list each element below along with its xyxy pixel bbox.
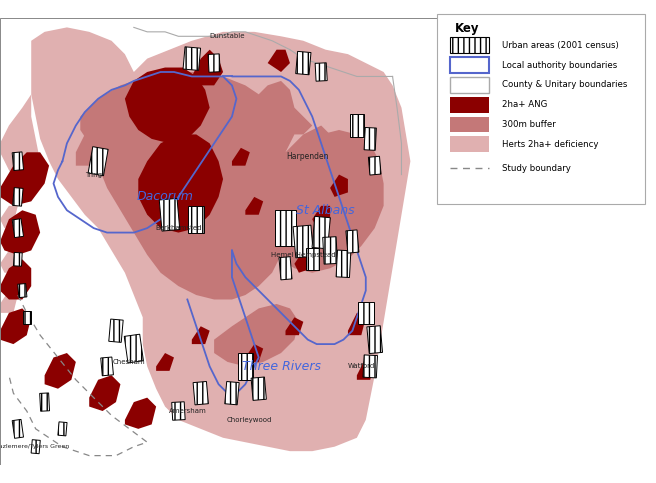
Bar [369,156,381,175]
Bar [101,357,113,376]
Polygon shape [245,344,263,362]
Bar [251,377,266,400]
Bar [450,77,489,93]
Polygon shape [45,353,76,389]
Polygon shape [138,134,223,233]
Bar [193,382,209,405]
Bar [12,419,24,438]
Bar [23,311,31,324]
Text: Three Rivers: Three Rivers [241,360,321,373]
Bar [31,440,40,454]
Polygon shape [192,326,210,344]
Bar [306,248,319,270]
Text: Watford: Watford [348,363,375,369]
Polygon shape [357,357,375,380]
Bar [350,114,363,137]
Polygon shape [89,375,121,411]
Polygon shape [268,130,384,273]
Text: Chorleywood: Chorleywood [227,417,272,423]
Bar [296,51,311,75]
Bar [237,353,253,380]
Bar [58,422,67,436]
Polygon shape [0,250,18,273]
Polygon shape [245,197,263,215]
Text: Hazlemere/Tylers Green: Hazlemere/Tylers Green [0,444,69,449]
Polygon shape [268,50,290,72]
Polygon shape [31,28,411,451]
Bar [367,326,382,354]
Polygon shape [125,68,210,143]
Bar [208,54,220,72]
Bar [12,219,24,238]
Text: Berkhamsted: Berkhamsted [155,225,201,231]
Text: 300m buffer: 300m buffer [502,120,556,129]
Bar [364,128,377,150]
Text: Local authority boundaries: Local authority boundaries [502,60,617,70]
Text: Dunstable: Dunstable [210,33,245,39]
Bar [225,382,239,405]
Bar [88,147,108,176]
Bar [18,284,27,298]
Bar [363,355,377,378]
Text: Herts 2ha+ deficiency: Herts 2ha+ deficiency [502,140,599,149]
Polygon shape [0,94,40,184]
Polygon shape [0,206,18,228]
Text: County & Unitary boundaries: County & Unitary boundaries [502,80,628,89]
Bar [172,402,185,420]
Polygon shape [285,317,303,335]
Polygon shape [156,353,174,371]
Bar [336,250,351,278]
Polygon shape [258,81,312,134]
Polygon shape [214,304,299,367]
Bar [14,253,22,266]
Bar [450,116,489,132]
Text: Key: Key [455,22,479,35]
Bar [188,206,204,233]
Bar [12,187,23,206]
Text: Dacorum: Dacorum [136,190,194,203]
Polygon shape [0,259,31,299]
Polygon shape [76,126,107,166]
FancyBboxPatch shape [438,14,645,204]
Bar [124,334,144,363]
Bar [358,302,374,324]
Bar [183,47,201,71]
Bar [276,210,296,246]
Polygon shape [125,398,156,429]
Polygon shape [232,148,250,166]
Polygon shape [0,210,40,255]
Bar [109,319,123,342]
Text: Study boundary: Study boundary [502,164,571,172]
Polygon shape [0,152,49,206]
Text: Harpenden: Harpenden [287,152,329,161]
Bar [450,37,489,53]
Text: Hemel Hempstead: Hemel Hempstead [271,252,336,258]
Bar [450,57,489,73]
Bar [159,199,180,231]
Text: 2ha+ ANG: 2ha+ ANG [502,100,548,109]
Polygon shape [0,309,31,344]
Bar [323,237,337,264]
Polygon shape [330,174,348,197]
Text: St Albans: St Albans [297,204,355,217]
Bar [450,97,489,113]
Bar [346,230,359,253]
Bar [315,63,327,81]
Polygon shape [348,313,366,335]
Bar [279,256,292,280]
Text: Chesham: Chesham [113,359,146,365]
Text: Urban areas (2001 census): Urban areas (2001 census) [502,41,619,50]
Bar [312,216,331,249]
Bar [293,225,314,258]
Bar [39,393,50,411]
Polygon shape [192,50,223,85]
Polygon shape [0,291,18,313]
Polygon shape [312,206,330,228]
Polygon shape [295,250,312,273]
Bar [450,136,489,152]
Bar [12,152,24,170]
Text: Tring: Tring [85,171,102,178]
Text: Amersham: Amersham [169,408,206,414]
Polygon shape [80,72,330,299]
